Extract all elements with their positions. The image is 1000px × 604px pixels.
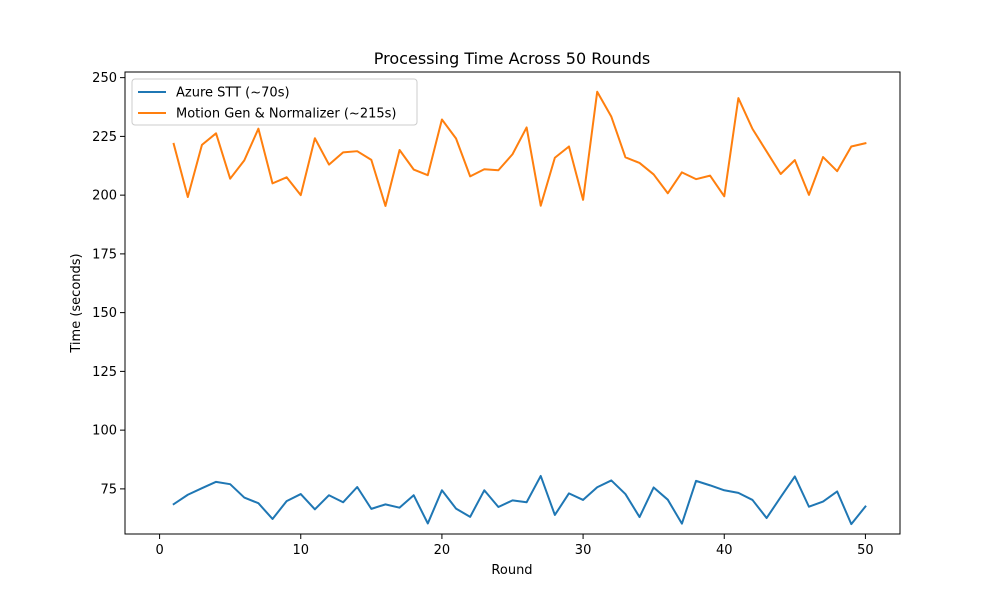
- x-tick-label: 40: [716, 543, 733, 558]
- y-axis-label: Time (seconds): [69, 253, 84, 353]
- series-line-1: [172, 474, 867, 526]
- y-tick-label: 225: [92, 130, 117, 145]
- plot-frame: [124, 71, 901, 535]
- legend-label-2: Motion Gen & Normalizer (~215s): [176, 107, 397, 122]
- series-layer: [172, 90, 867, 526]
- legend-label-1: Azure STT (~70s): [176, 86, 290, 101]
- y-tick-label: 125: [92, 365, 117, 380]
- y-tick-label: 200: [92, 189, 117, 204]
- series-line-2: [172, 90, 867, 207]
- y-tick-label: 100: [92, 424, 117, 439]
- legend: Azure STT (~70s) Motion Gen & Normalizer …: [131, 78, 418, 126]
- y-tick-label: 150: [92, 306, 117, 321]
- x-axis: 0 10 20 30 40 50: [155, 534, 874, 558]
- chart-title: Processing Time Across 50 Rounds: [374, 49, 650, 68]
- x-tick-label: 50: [857, 543, 874, 558]
- x-axis-label: Round: [491, 563, 532, 578]
- y-tick-label: 250: [92, 71, 117, 86]
- legend-box: [131, 78, 418, 126]
- x-tick-label: 30: [575, 543, 592, 558]
- x-tick-label: 20: [434, 543, 451, 558]
- x-tick-label: 0: [155, 543, 163, 558]
- y-axis: 75 100 125 150 175 200 225 250: [92, 71, 125, 497]
- y-tick-label: 175: [92, 247, 117, 262]
- y-tick-label: 75: [100, 482, 117, 497]
- x-tick-label: 10: [292, 543, 309, 558]
